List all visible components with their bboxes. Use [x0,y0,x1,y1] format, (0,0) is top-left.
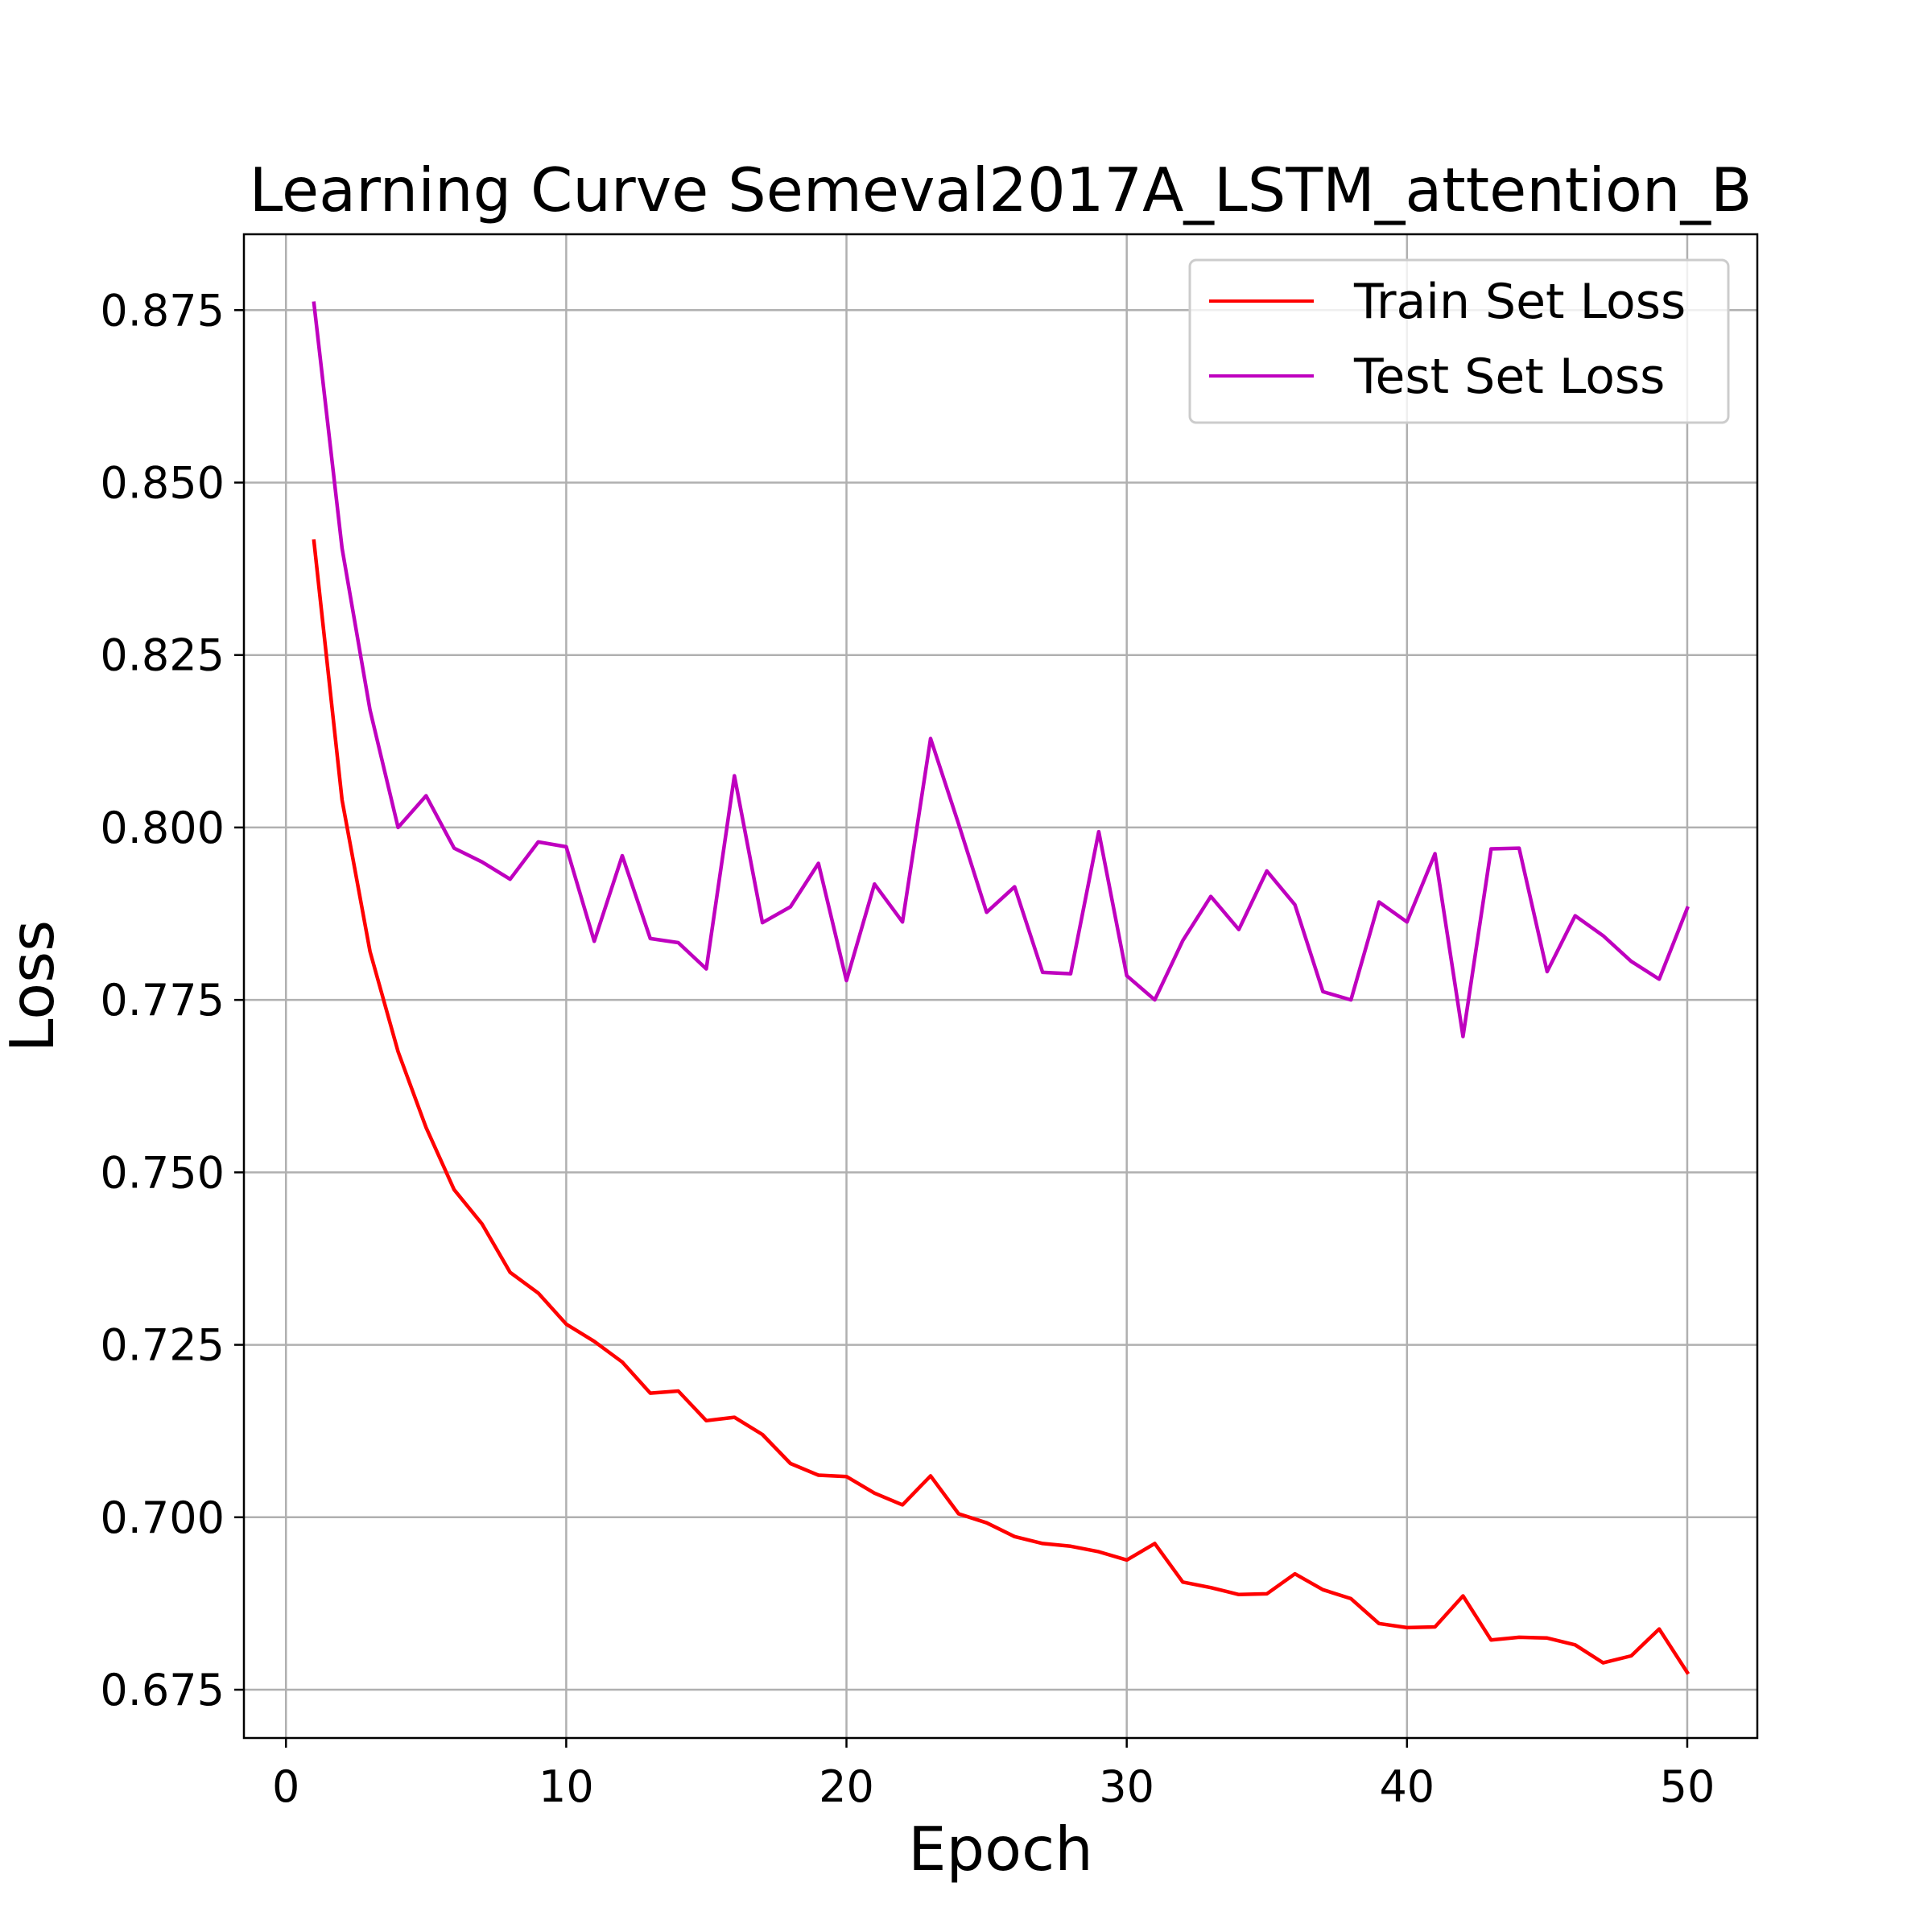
grid [244,234,1757,1738]
series-lines [312,301,1690,1675]
x-axis-label: Epoch [908,1814,1093,1885]
plot-frame [242,233,1759,1740]
legend-box [1188,258,1730,424]
x-tick-label: 10 [539,1761,594,1812]
y-tick-label: 0.850 [100,457,225,508]
y-tick-label: 0.700 [100,1492,225,1543]
y-tick-label: 0.750 [100,1147,225,1198]
y-tick-label: 0.775 [100,975,225,1026]
x-tick-label: 30 [1099,1761,1154,1812]
chart-title: Learning Curve Semeval2017A_LSTM_attenti… [250,155,1752,225]
y-tick-label: 0.825 [100,630,225,681]
x-tick-label: 40 [1379,1761,1435,1812]
y-tick-label: 0.725 [100,1320,225,1371]
legend: Train Set Loss Test Set Loss [1188,258,1730,424]
y-axis-ticks: 0.675 0.700 0.725 0.750 0.775 0.800 0.825 0.850… [100,285,244,1715]
test-loss-line [312,301,1690,1038]
y-axis-label: Loss [0,920,68,1053]
y-tick-label: 0.675 [100,1665,225,1715]
x-tick-label: 0 [272,1761,299,1812]
x-tick-label: 50 [1660,1761,1715,1812]
train-loss-line [312,539,1690,1675]
legend-label-train: Train Set Loss [1353,274,1686,330]
x-tick-label: 20 [819,1761,874,1812]
x-axis-ticks: 0 10 20 30 40 50 [272,1738,1715,1812]
y-tick-label: 0.800 [100,803,225,853]
y-tick-label: 0.875 [100,285,225,336]
legend-label-test: Test Set Loss [1353,349,1665,405]
